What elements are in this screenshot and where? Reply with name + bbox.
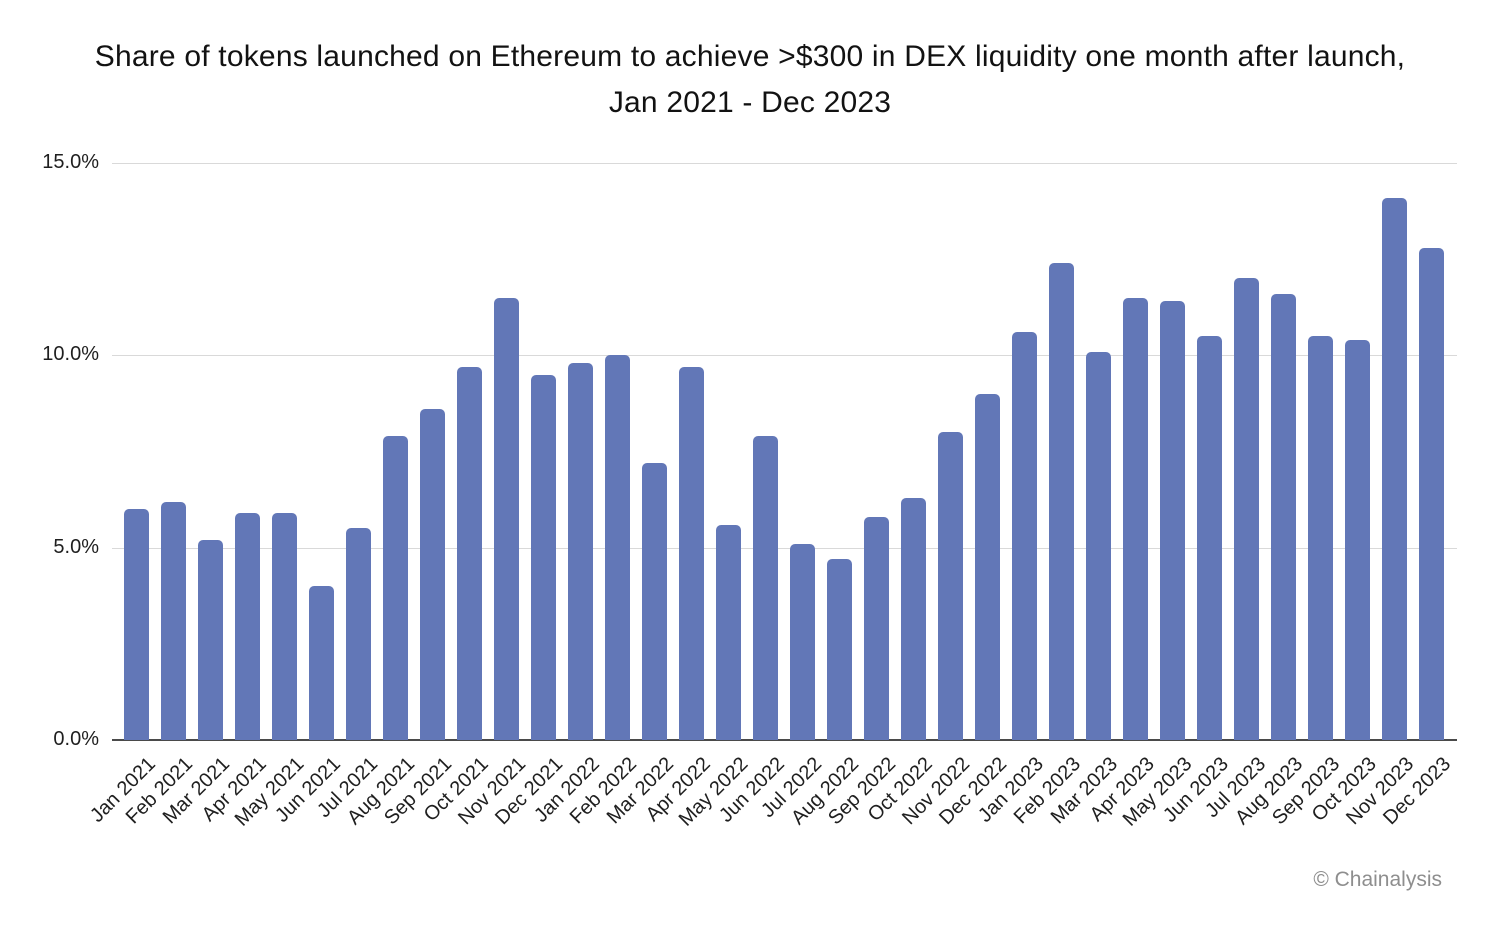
gridline-15.0% [112,163,1457,164]
bar-Jun-2022 [753,436,778,740]
chart-title-line2: Jan 2021 - Dec 2023 [608,86,892,119]
y-axis-tick-label: 10.0% [42,343,99,366]
bar-Apr-2023 [1123,297,1148,740]
bar-Oct-2021 [457,366,482,740]
bar-Jan-2022 [568,363,593,740]
bar-Jun-2021 [309,586,334,740]
bar-May-2023 [1160,301,1185,740]
bar-Mar-2022 [642,463,667,740]
bar-Nov-2022 [938,432,963,740]
chart-title: Share of tokens launched on Ethereum to … [0,34,1500,126]
bar-Feb-2021 [161,501,186,740]
bar-Sep-2021 [420,409,445,740]
y-axis-tick-label: 5.0% [53,535,99,558]
bar-Mar-2023 [1086,351,1111,740]
bar-Dec-2023 [1419,247,1444,740]
bar-Dec-2021 [531,374,556,740]
bar-Jan-2021 [124,509,149,740]
y-axis-tick-label: 0.0% [53,728,99,750]
chart-title-line1: Share of tokens launched on Ethereum to … [94,40,1406,73]
bar-Nov-2021 [494,297,519,740]
y-axis-tick-label: 15.0% [42,151,99,173]
bar-Aug-2021 [383,436,408,740]
bar-Sep-2023 [1308,336,1333,740]
bar-Feb-2023 [1049,263,1074,740]
bar-Jan-2023 [1012,332,1037,740]
bar-Apr-2022 [679,366,704,740]
bar-Jul-2021 [346,528,371,740]
bar-Aug-2022 [827,559,852,740]
bar-Jun-2023 [1197,336,1222,740]
bar-Feb-2022 [605,355,630,740]
bar-Jul-2022 [790,543,815,740]
copyright-chainalysis: © Chainalysis [1313,868,1442,891]
gridline-5.0% [112,547,1457,549]
bar-Jul-2023 [1234,278,1259,740]
plot-area: 15.0% 10.0% 5.0% 0.0% Jan 2021 Feb 2021 Mar 20… [42,151,1457,831]
bar-Dec-2022 [975,393,1000,740]
bar-May-2021 [272,513,297,740]
bar-Oct-2023 [1345,339,1370,740]
bar-Aug-2023 [1271,293,1296,740]
bar-Nov-2023 [1382,197,1407,740]
bar-Apr-2021 [235,513,260,740]
gridline-10.0% [112,355,1457,357]
x-axis-line [112,739,1457,741]
bar-Oct-2022 [901,497,926,740]
bar-May-2022 [716,524,741,740]
bar-Mar-2021 [198,539,223,740]
bar-Sep-2022 [864,516,889,740]
